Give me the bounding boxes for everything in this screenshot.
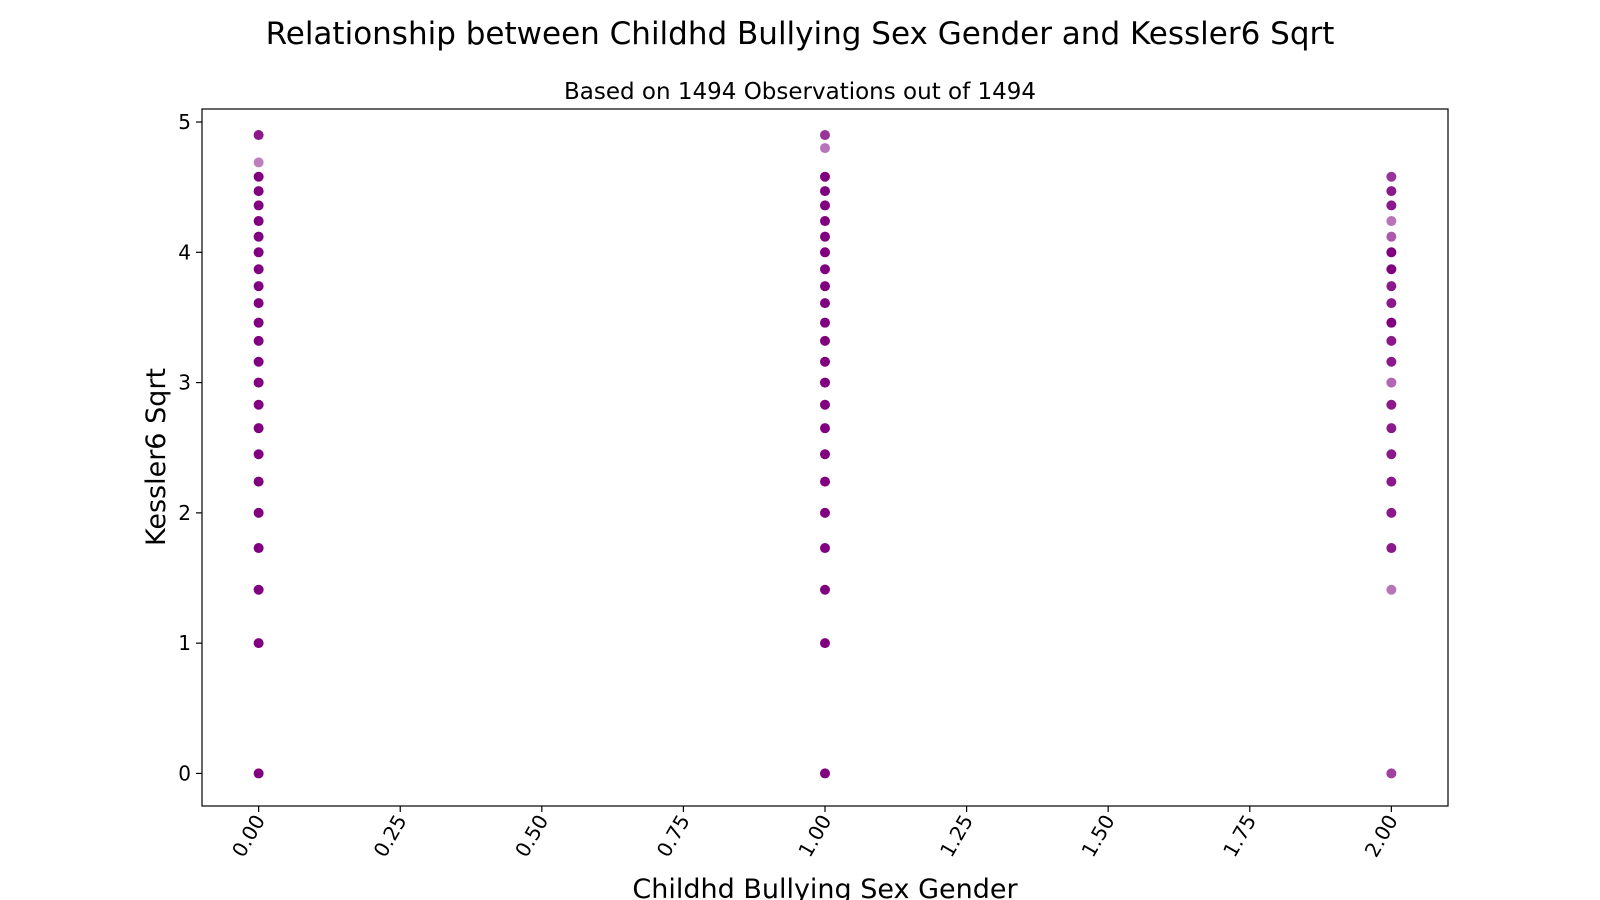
data-point [253,638,264,649]
data-point [820,335,830,346]
y-tick-label: 2 [178,501,191,525]
data-point [1386,317,1397,328]
data-point [1386,356,1397,367]
data-point [820,298,830,309]
y-tick-label: 3 [178,371,191,395]
data-point [820,247,830,258]
data-point [253,399,264,410]
data-point [820,264,830,275]
data-point [1386,264,1397,275]
data-point [1386,476,1397,487]
data-point [253,200,264,211]
x-tick-label: 1.75 [1218,811,1261,862]
data-point [253,157,264,168]
data-point [253,298,264,309]
data-point [253,449,264,460]
data-point [253,281,264,292]
data-point [253,476,264,487]
data-point [820,399,830,410]
data-point [820,216,830,227]
data-point [1386,377,1397,388]
y-tick-label: 0 [178,761,191,785]
x-tick-label: 0.25 [369,811,412,862]
data-point [253,377,264,388]
data-point [253,423,264,434]
y-axis-label: Kessler6 Sqrt [141,368,172,546]
y-tick-label: 1 [178,631,191,655]
x-tick-label: 1.00 [793,811,836,862]
data-point [253,171,264,182]
data-point [253,247,264,258]
data-point [820,356,830,367]
chart-title: Relationship between Childhd Bullying Se… [266,16,1335,52]
x-axis-label: Childhd Bullying Sex Gender [632,874,1018,900]
data-point [1386,298,1397,309]
data-point [820,130,830,141]
data-point [820,171,830,182]
chart-subtitle: Based on 1494 Observations out of 1494 [564,79,1036,105]
data-point [253,768,264,779]
data-point [820,543,830,554]
y-tick-label: 4 [178,240,191,264]
data-point [820,377,830,388]
data-point [1386,423,1397,434]
data-point [253,584,264,595]
data-point [820,317,830,328]
data-point [253,543,264,554]
data-point [1386,247,1397,258]
data-point [820,231,830,242]
x-tick-label: 2.00 [1360,811,1403,862]
data-point [253,130,264,141]
data-point [1386,768,1397,779]
data-point [820,638,830,649]
x-tick-label: 1.50 [1076,811,1119,862]
data-point [1386,231,1397,242]
data-point [1386,186,1397,197]
x-tick-label: 0.00 [227,811,270,862]
data-point [1386,200,1397,211]
data-point [820,186,830,197]
y-tick-label: 5 [178,110,191,134]
data-point [253,507,264,518]
x-tick-label: 0.50 [510,811,553,862]
data-point [253,231,264,242]
data-point [820,281,830,292]
x-tick-label: 1.25 [935,811,978,862]
data-point [1386,216,1397,227]
data-point [820,476,830,487]
data-point [1386,281,1397,292]
data-point [253,186,264,197]
data-point [253,335,264,346]
x-axis-ticks: 0.00 0.25 0.50 0.75 1.00 1.25 1.50 1.75 2.00 [227,806,1403,861]
data-point [253,264,264,275]
data-point [1386,507,1397,518]
data-point [1386,584,1397,595]
data-points [253,130,1397,779]
data-point [820,584,830,595]
data-point [1386,543,1397,554]
data-point [820,200,830,211]
data-point [820,143,830,154]
data-point [820,449,830,460]
data-point [253,317,264,328]
y-axis-ticks: 0 1 2 3 4 5 [178,110,202,785]
data-point [253,356,264,367]
data-point [253,216,264,227]
data-point [1386,449,1397,460]
data-point [1386,171,1397,182]
data-point [820,423,830,434]
data-point [1386,335,1397,346]
data-point [1386,399,1397,410]
data-point [820,768,830,779]
x-tick-label: 0.75 [652,811,695,862]
data-point [820,507,830,518]
